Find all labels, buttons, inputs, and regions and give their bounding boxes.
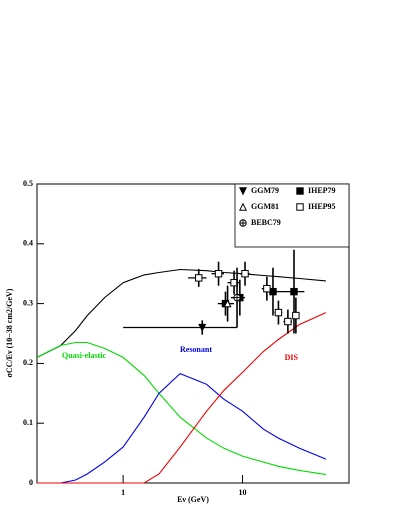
curve [37, 372, 327, 484]
legend-label: IHEP95 [308, 202, 336, 211]
marker [214, 270, 223, 278]
legend-marker [296, 203, 304, 211]
y-tick-label: 0.1 [23, 418, 33, 427]
legend-label: IHEP79 [308, 186, 336, 195]
x-axis-label: Eν (GeV) [177, 495, 209, 504]
legend-label: GGM81 [251, 202, 279, 211]
legend-label: GGM79 [251, 186, 279, 195]
x-tick-label: 1 [121, 488, 125, 497]
marker [198, 323, 207, 332]
plot-frame [36, 183, 350, 484]
curve [37, 312, 327, 484]
legend-marker [238, 187, 248, 196]
marker [274, 308, 283, 317]
y-tick-label: 0.5 [23, 179, 33, 188]
y-tick-label: 0.3 [23, 298, 33, 307]
curve-label: Resonant [180, 345, 212, 354]
marker [241, 270, 249, 278]
y-axis-label: σCC/Eν (10−38 cm2/GeV) [5, 288, 14, 377]
curve [36, 341, 326, 476]
curve-label: Quasi-elastic [62, 351, 106, 360]
marker [290, 287, 298, 296]
legend-box [234, 183, 350, 248]
y-tick-label: 0.4 [23, 239, 33, 248]
legend-label: BEBC79 [251, 218, 281, 227]
curve-label: DIS [285, 353, 299, 362]
marker [269, 287, 277, 296]
legend-marker [238, 202, 248, 211]
marker [223, 299, 232, 308]
x-tick-label: 10 [238, 488, 246, 497]
y-tick-label: 0.2 [23, 358, 33, 367]
y-tick-label: 0 [29, 478, 33, 487]
marker [292, 311, 300, 320]
marker [284, 317, 292, 326]
curve [36, 268, 326, 358]
marker [195, 274, 203, 282]
legend-marker [296, 187, 304, 195]
marker [263, 284, 271, 293]
